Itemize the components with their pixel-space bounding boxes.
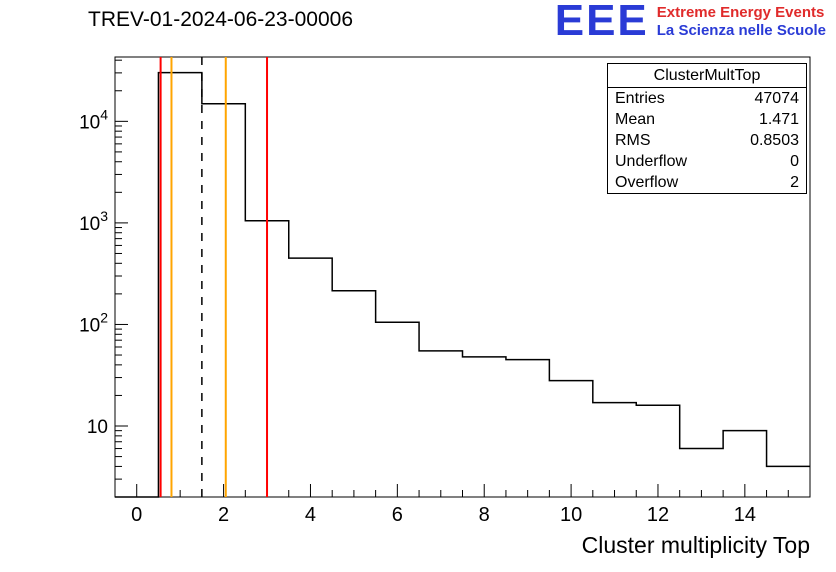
histogram-line [115, 71, 810, 498]
stats-row-value: 2 [790, 174, 799, 191]
stats-row: Overflow 2 [608, 172, 806, 193]
logo-line-la-scienza-nelle-scuole: La Scienza nelle Scuole [656, 22, 826, 39]
stats-row-label: RMS [615, 132, 651, 149]
x-tick-label: 4 [305, 504, 316, 526]
stats-box: ClusterMultTop Entries 47074 Mean 1.471 RMS 0… [607, 63, 807, 194]
y-tick-label: 104 [79, 106, 108, 133]
y-tick-label: 102 [79, 309, 108, 336]
x-tick-label: 2 [218, 504, 229, 526]
stats-title: ClusterMultTop [608, 64, 806, 88]
stats-row-value: 47074 [754, 90, 800, 107]
x-tick-label: 8 [479, 504, 490, 526]
stats-row: Underflow 0 [608, 151, 806, 172]
stats-row-label: Mean [615, 111, 656, 128]
x-tick-label: 10 [560, 504, 582, 526]
stats-row: Mean 1.471 [608, 109, 806, 130]
x-tick-label: 6 [392, 504, 403, 526]
plot-title: TREV-01-2024-06-23-00006 [88, 8, 354, 31]
stats-row-label: Underflow [615, 153, 688, 170]
stats-row: Entries 47074 [608, 88, 806, 109]
x-tick-label: 14 [734, 504, 756, 526]
x-tick-label: 0 [131, 504, 142, 526]
y-tick-label: 10 [87, 417, 108, 438]
eee-logo: EEE Extreme Energy Events La Scienza nel… [554, 0, 826, 45]
stats-row-value: 0 [790, 153, 799, 170]
eee-logo-acronym: EEE [554, 0, 649, 45]
x-axis-title: Cluster multiplicity Top [581, 532, 810, 558]
stats-rows: Entries 47074 Mean 1.471 RMS 0.8503 Underflow 0… [608, 88, 806, 193]
y-tick-label: 103 [79, 208, 108, 235]
stats-row-value: 1.471 [758, 111, 799, 128]
stats-row-label: Overflow [615, 174, 679, 191]
logo-line-extreme-energy-events: Extreme Energy Events [656, 4, 825, 21]
eee-logo-text: Extreme Energy Events La Scienza nelle S… [657, 2, 826, 40]
stats-row-label: Entries [615, 90, 665, 107]
stats-row: RMS 0.8503 [608, 130, 806, 151]
x-tick-label: 12 [647, 504, 669, 526]
stats-row-value: 0.8503 [750, 132, 799, 149]
